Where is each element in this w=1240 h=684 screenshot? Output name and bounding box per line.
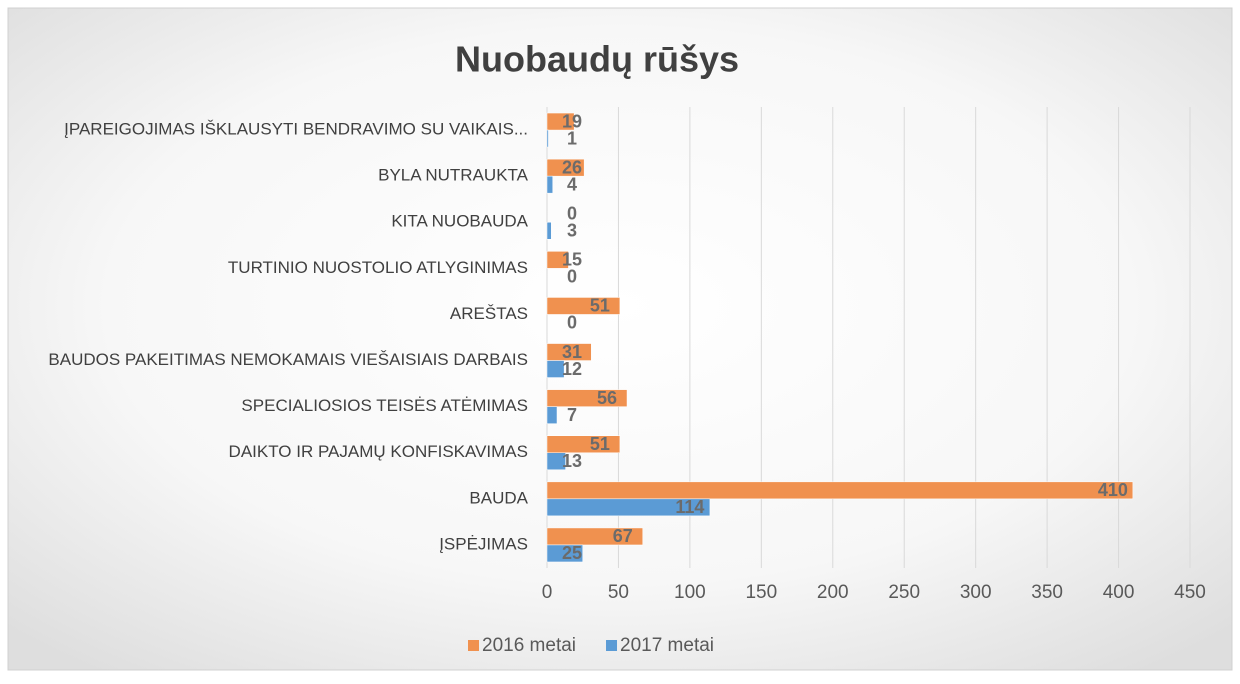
data-label: 15 bbox=[562, 250, 582, 270]
x-tick-label: 150 bbox=[745, 582, 777, 603]
bar bbox=[546, 389, 628, 407]
data-label: 7 bbox=[567, 405, 577, 425]
data-label: 0 bbox=[567, 267, 577, 287]
legend-swatch bbox=[468, 640, 479, 651]
bar bbox=[546, 360, 565, 378]
bar bbox=[546, 406, 558, 424]
y-tick-label: SPECIALIOSIOS TEISĖS ATĖMIMAS bbox=[241, 396, 528, 415]
bar bbox=[546, 527, 643, 546]
x-tick-label: 250 bbox=[888, 582, 920, 603]
x-tick-label: 400 bbox=[1103, 582, 1135, 603]
y-tick-label: AREŠTAS bbox=[450, 304, 528, 323]
bar bbox=[546, 452, 566, 470]
data-label: 410 bbox=[1098, 480, 1128, 500]
y-tick-label: TURTINIO NUOSTOLIO ATLYGINIMAS bbox=[228, 258, 528, 277]
legend-label: 2016 metai bbox=[482, 635, 576, 656]
data-label: 0 bbox=[567, 204, 577, 224]
x-tick-label: 100 bbox=[674, 582, 706, 603]
data-label: 3 bbox=[567, 221, 577, 241]
bar bbox=[546, 498, 711, 517]
y-tick-label: BAUDA bbox=[469, 488, 528, 507]
y-tick-label: ĮSPĖJIMAS bbox=[439, 534, 528, 553]
data-label: 13 bbox=[562, 451, 582, 471]
bar bbox=[546, 129, 549, 148]
legend-label: 2017 metai bbox=[620, 635, 714, 656]
y-tick-label: KITA NUOBAUDA bbox=[391, 212, 528, 231]
data-label: 31 bbox=[562, 342, 582, 362]
bar bbox=[546, 251, 569, 269]
data-label: 0 bbox=[567, 313, 577, 333]
data-label: 25 bbox=[562, 543, 582, 563]
bar bbox=[546, 158, 585, 177]
data-label: 51 bbox=[590, 434, 610, 454]
y-tick-label: ĮPAREIGOJIMAS IŠKLAUSYTI BENDRAVIMO SU V… bbox=[64, 120, 528, 139]
data-label: 26 bbox=[562, 157, 582, 177]
x-tick-label: 0 bbox=[542, 582, 553, 603]
y-tick-label: DAIKTO IR PAJAMŲ KONFISKAVIMAS bbox=[229, 442, 528, 461]
chart-title: Nuobaudų rūšys bbox=[455, 39, 739, 80]
bar bbox=[546, 544, 583, 563]
bar bbox=[546, 481, 1134, 500]
data-label: 1 bbox=[567, 128, 577, 148]
data-label: 114 bbox=[675, 497, 704, 517]
x-tick-label: 350 bbox=[1031, 582, 1063, 603]
data-label: 56 bbox=[597, 388, 617, 408]
data-label: 19 bbox=[562, 111, 582, 131]
data-label: 51 bbox=[590, 296, 610, 316]
bar bbox=[546, 435, 621, 453]
y-tick-label: BYLA NUTRAUKTA bbox=[378, 166, 529, 185]
bar bbox=[546, 175, 553, 194]
y-tick-label: BAUDOS PAKEITIMAS NEMOKAMAIS VIEŠAISIAIS… bbox=[48, 350, 528, 369]
bar bbox=[546, 112, 575, 131]
bar bbox=[546, 297, 621, 315]
legend-swatch bbox=[606, 640, 618, 651]
bar bbox=[546, 343, 592, 361]
chart-frame bbox=[7, 7, 1233, 671]
x-tick-label: 200 bbox=[817, 582, 849, 603]
data-label: 12 bbox=[562, 359, 582, 379]
data-label: 4 bbox=[567, 174, 577, 194]
data-label: 67 bbox=[613, 526, 633, 546]
x-tick-label: 300 bbox=[960, 582, 992, 603]
x-tick-label: 450 bbox=[1174, 582, 1206, 603]
x-tick-label: 50 bbox=[608, 582, 629, 603]
bar bbox=[546, 222, 552, 240]
